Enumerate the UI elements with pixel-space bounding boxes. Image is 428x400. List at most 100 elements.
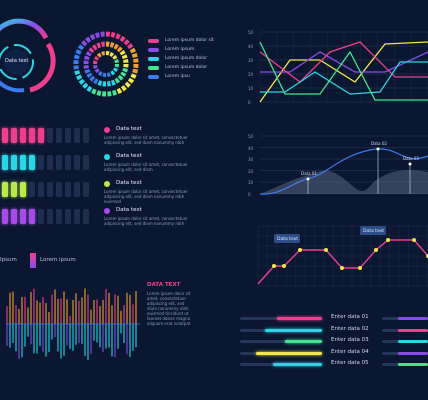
bar-row-text: Lorem ipsum dolor sit amet, consectetuer…: [104, 135, 188, 145]
enter-label: Enter data 04: [331, 348, 369, 355]
wheel-segment: [121, 54, 128, 60]
wheel-segment: [76, 74, 83, 81]
bar-segment-empty: [83, 182, 89, 197]
bar-segment-filled: [20, 209, 26, 224]
wheel-segment: [122, 67, 128, 73]
grid-point: [272, 264, 276, 268]
wheel-segment: [129, 47, 136, 54]
series-line: [259, 41, 428, 101]
series-line: [259, 41, 428, 103]
wheel-segment: [91, 44, 98, 51]
enter-label: Enter data 02: [331, 325, 369, 332]
bar-segment-filled: [11, 209, 17, 224]
callout-box: [274, 234, 300, 243]
enter-fill-right: [398, 351, 428, 355]
bar-segment-filled: [29, 128, 35, 143]
enter-fill-right: [398, 328, 428, 332]
wheel-segment: [114, 77, 121, 84]
wheel-segment: [77, 44, 85, 51]
wheel-segment: [123, 39, 130, 46]
bar-segment-empty: [38, 182, 44, 197]
bar-segment-empty: [65, 155, 71, 170]
legend-label: Lorem ipsum dolor: [165, 56, 208, 61]
wheel-segment: [110, 79, 116, 86]
grid-point: [282, 264, 286, 268]
wheel-segment: [119, 35, 126, 43]
marker-label: Data 03: [403, 156, 419, 161]
marker-label: Data 02: [371, 141, 387, 146]
wheel-legend-item: Lorem ipsum dolor: [148, 63, 238, 72]
marker-point: [408, 162, 412, 166]
wheel-segment: [84, 68, 91, 74]
legend-swatch: [148, 47, 159, 52]
y-tick-label: 10: [248, 180, 254, 185]
bar-segment-empty: [74, 155, 80, 170]
wheel-segment: [131, 52, 138, 58]
y-tick-label: 30: [248, 58, 254, 63]
y-tick-label: 20: [248, 168, 254, 174]
wheel-segment: [96, 52, 102, 58]
legend-label: Lorem ipsum: [165, 47, 195, 52]
enter-fill-right: [398, 340, 428, 343]
wheel-segment: [110, 70, 116, 76]
bar-segment-filled: [20, 182, 26, 197]
area-chart-plot: Data 01 Data 02 Data 03: [259, 135, 428, 195]
enter-row: Enter data 01: [240, 313, 428, 323]
marker-point: [376, 147, 380, 151]
segment-wheel: [73, 31, 139, 97]
marker-point: [306, 177, 310, 181]
wheel-segment: [96, 90, 102, 97]
bullet-dot: [104, 208, 110, 214]
bar-segment-empty: [65, 209, 71, 224]
grid-chart: Data text Data text: [257, 225, 428, 287]
bar-row-text: Lorem ipsum dolor sit amet, consectetuer…: [104, 162, 188, 172]
gradient-swatch: [30, 252, 36, 268]
bar-segment-empty: [83, 128, 89, 143]
gradient-legend-label: Ipsum: [0, 257, 17, 263]
bullet-dot: [104, 154, 110, 160]
wheel-segment: [75, 49, 82, 55]
bar-segment-empty: [74, 209, 80, 224]
series-line: [260, 51, 428, 73]
y-tick-label: 50: [248, 134, 254, 139]
y-tick-label: 0: [248, 191, 251, 197]
wheel-segment: [93, 64, 98, 69]
ring-widget-label: Data text: [5, 58, 29, 64]
legend-label: Lorem ipsu: [165, 74, 190, 79]
bar-segment-filled: [11, 182, 17, 197]
wheel-segment: [96, 42, 102, 49]
enter-fill-right: [398, 317, 428, 320]
bar-segment-filled: [2, 128, 8, 143]
grid-point: [374, 248, 378, 252]
bar-row-title: Data text: [116, 207, 142, 213]
marker-label: Data 01: [301, 171, 317, 176]
wheel-segment: [94, 68, 100, 74]
bar-segment-empty: [56, 209, 62, 224]
enter-fill-right: [398, 363, 428, 366]
bar-row-title: Data text: [116, 126, 142, 132]
series-line: [260, 61, 428, 95]
wheel-segment: [81, 40, 88, 47]
enter-track: [240, 340, 322, 343]
wheel-segment: [109, 51, 115, 58]
bar-segment-empty: [38, 209, 44, 224]
wheel-segment: [82, 82, 89, 89]
wheel-segment: [112, 54, 118, 60]
y-tick-label: 10: [248, 86, 254, 91]
enter-fill: [276, 317, 322, 320]
enter-fill: [264, 328, 322, 332]
bullet-dot: [104, 127, 110, 133]
bar-row: Data text Lorem ipsum dolor sit amet, con…: [0, 178, 240, 204]
area-line: [259, 148, 428, 195]
grid-line-series: [257, 239, 428, 285]
wheel-segment: [116, 87, 123, 94]
wheel-segment: [114, 59, 119, 64]
y-tick-label: 20: [248, 72, 254, 77]
enter-label: Enter data 01: [331, 314, 369, 320]
wheel-segment: [88, 47, 95, 54]
y-tick-label: 40: [248, 44, 254, 49]
wave-panel-text: Lorem ipsum dolor sit amet, consectetuer…: [147, 291, 191, 326]
bar-segment-filled: [20, 128, 26, 143]
legend-label: Lorem ipsum dolor: [165, 65, 208, 70]
bar-segment-empty: [47, 155, 53, 170]
